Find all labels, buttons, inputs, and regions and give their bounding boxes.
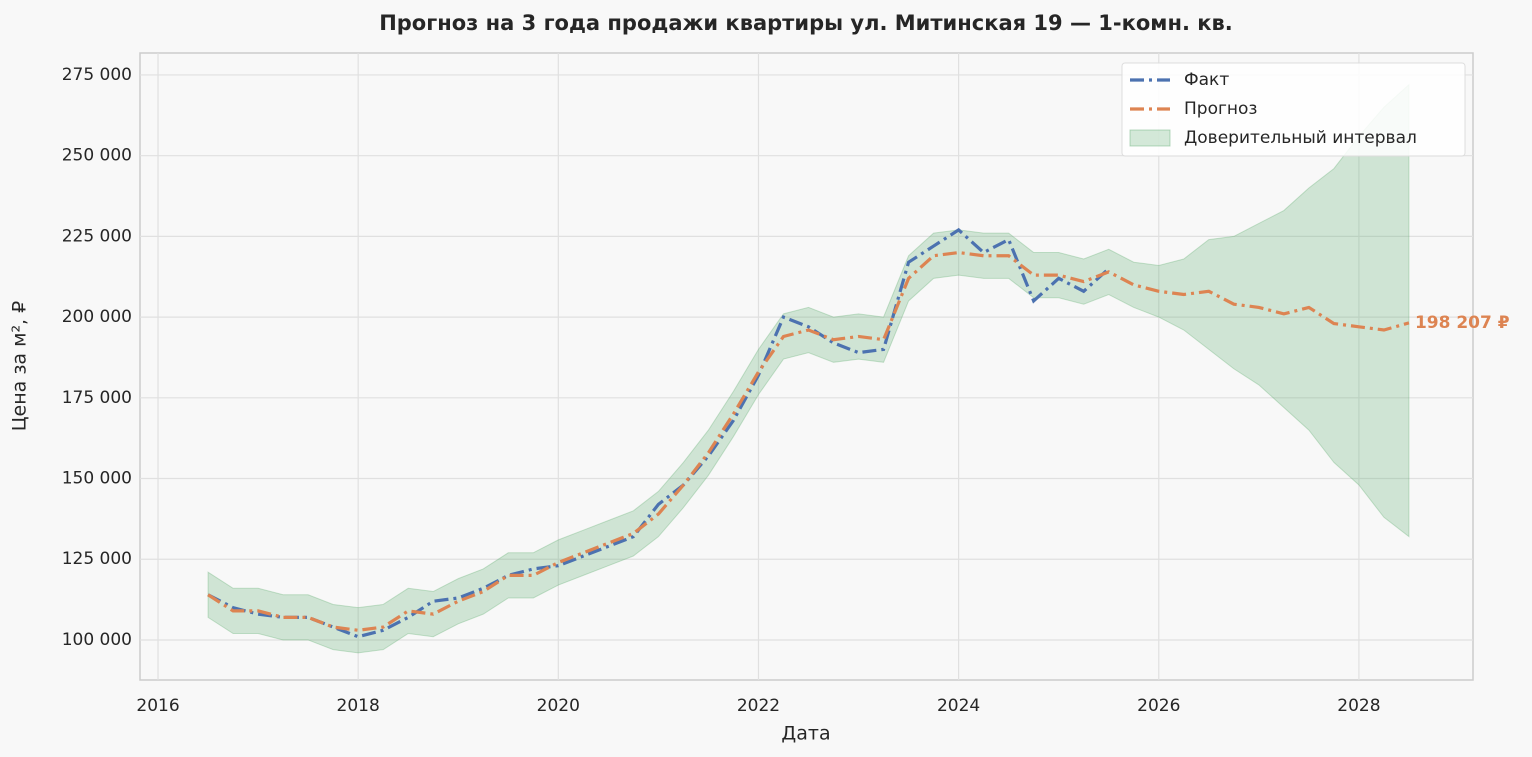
legend-label: Прогноз bbox=[1184, 99, 1257, 119]
legend: Факт Прогноз Доверительный интервал bbox=[1121, 62, 1466, 157]
y-tick-label: 150 000 bbox=[62, 469, 132, 489]
legend-box bbox=[1121, 62, 1466, 157]
y-tick-label: 100 000 bbox=[62, 630, 132, 650]
y-tick-label: 175 000 bbox=[62, 388, 132, 408]
x-axis-label: Дата bbox=[781, 723, 830, 745]
x-tick-label: 2016 bbox=[136, 696, 179, 716]
end-label: 198 207 ₽ bbox=[1415, 313, 1510, 333]
x-tick-label: 2026 bbox=[1137, 696, 1180, 716]
series-line bbox=[207, 250, 1410, 632]
y-tick-label: 125 000 bbox=[62, 549, 132, 569]
legend-label: Факт bbox=[1184, 70, 1229, 90]
plot-area bbox=[139, 52, 1474, 681]
y-tick-label: 250 000 bbox=[62, 146, 132, 166]
x-tick-label: 2024 bbox=[937, 696, 980, 716]
y-tick-label: 200 000 bbox=[62, 307, 132, 327]
x-tick-label: 2020 bbox=[537, 696, 580, 716]
legend-label: Доверительный интервал bbox=[1184, 128, 1417, 148]
y-tick-label: 225 000 bbox=[62, 226, 132, 246]
confidence-band bbox=[207, 83, 1410, 654]
legend-swatch bbox=[1129, 129, 1171, 147]
y-axis-label: Цена за м², ₽ bbox=[9, 301, 31, 431]
series-line bbox=[207, 227, 1110, 639]
y-tick-label: 275 000 bbox=[62, 65, 132, 85]
grid bbox=[140, 53, 1473, 680]
chart-title: Прогноз на 3 года продажи квартиры ул. М… bbox=[379, 11, 1233, 35]
x-tick-label: 2022 bbox=[737, 696, 780, 716]
x-tick-label: 2018 bbox=[337, 696, 380, 716]
x-tick-label: 2028 bbox=[1337, 696, 1380, 716]
